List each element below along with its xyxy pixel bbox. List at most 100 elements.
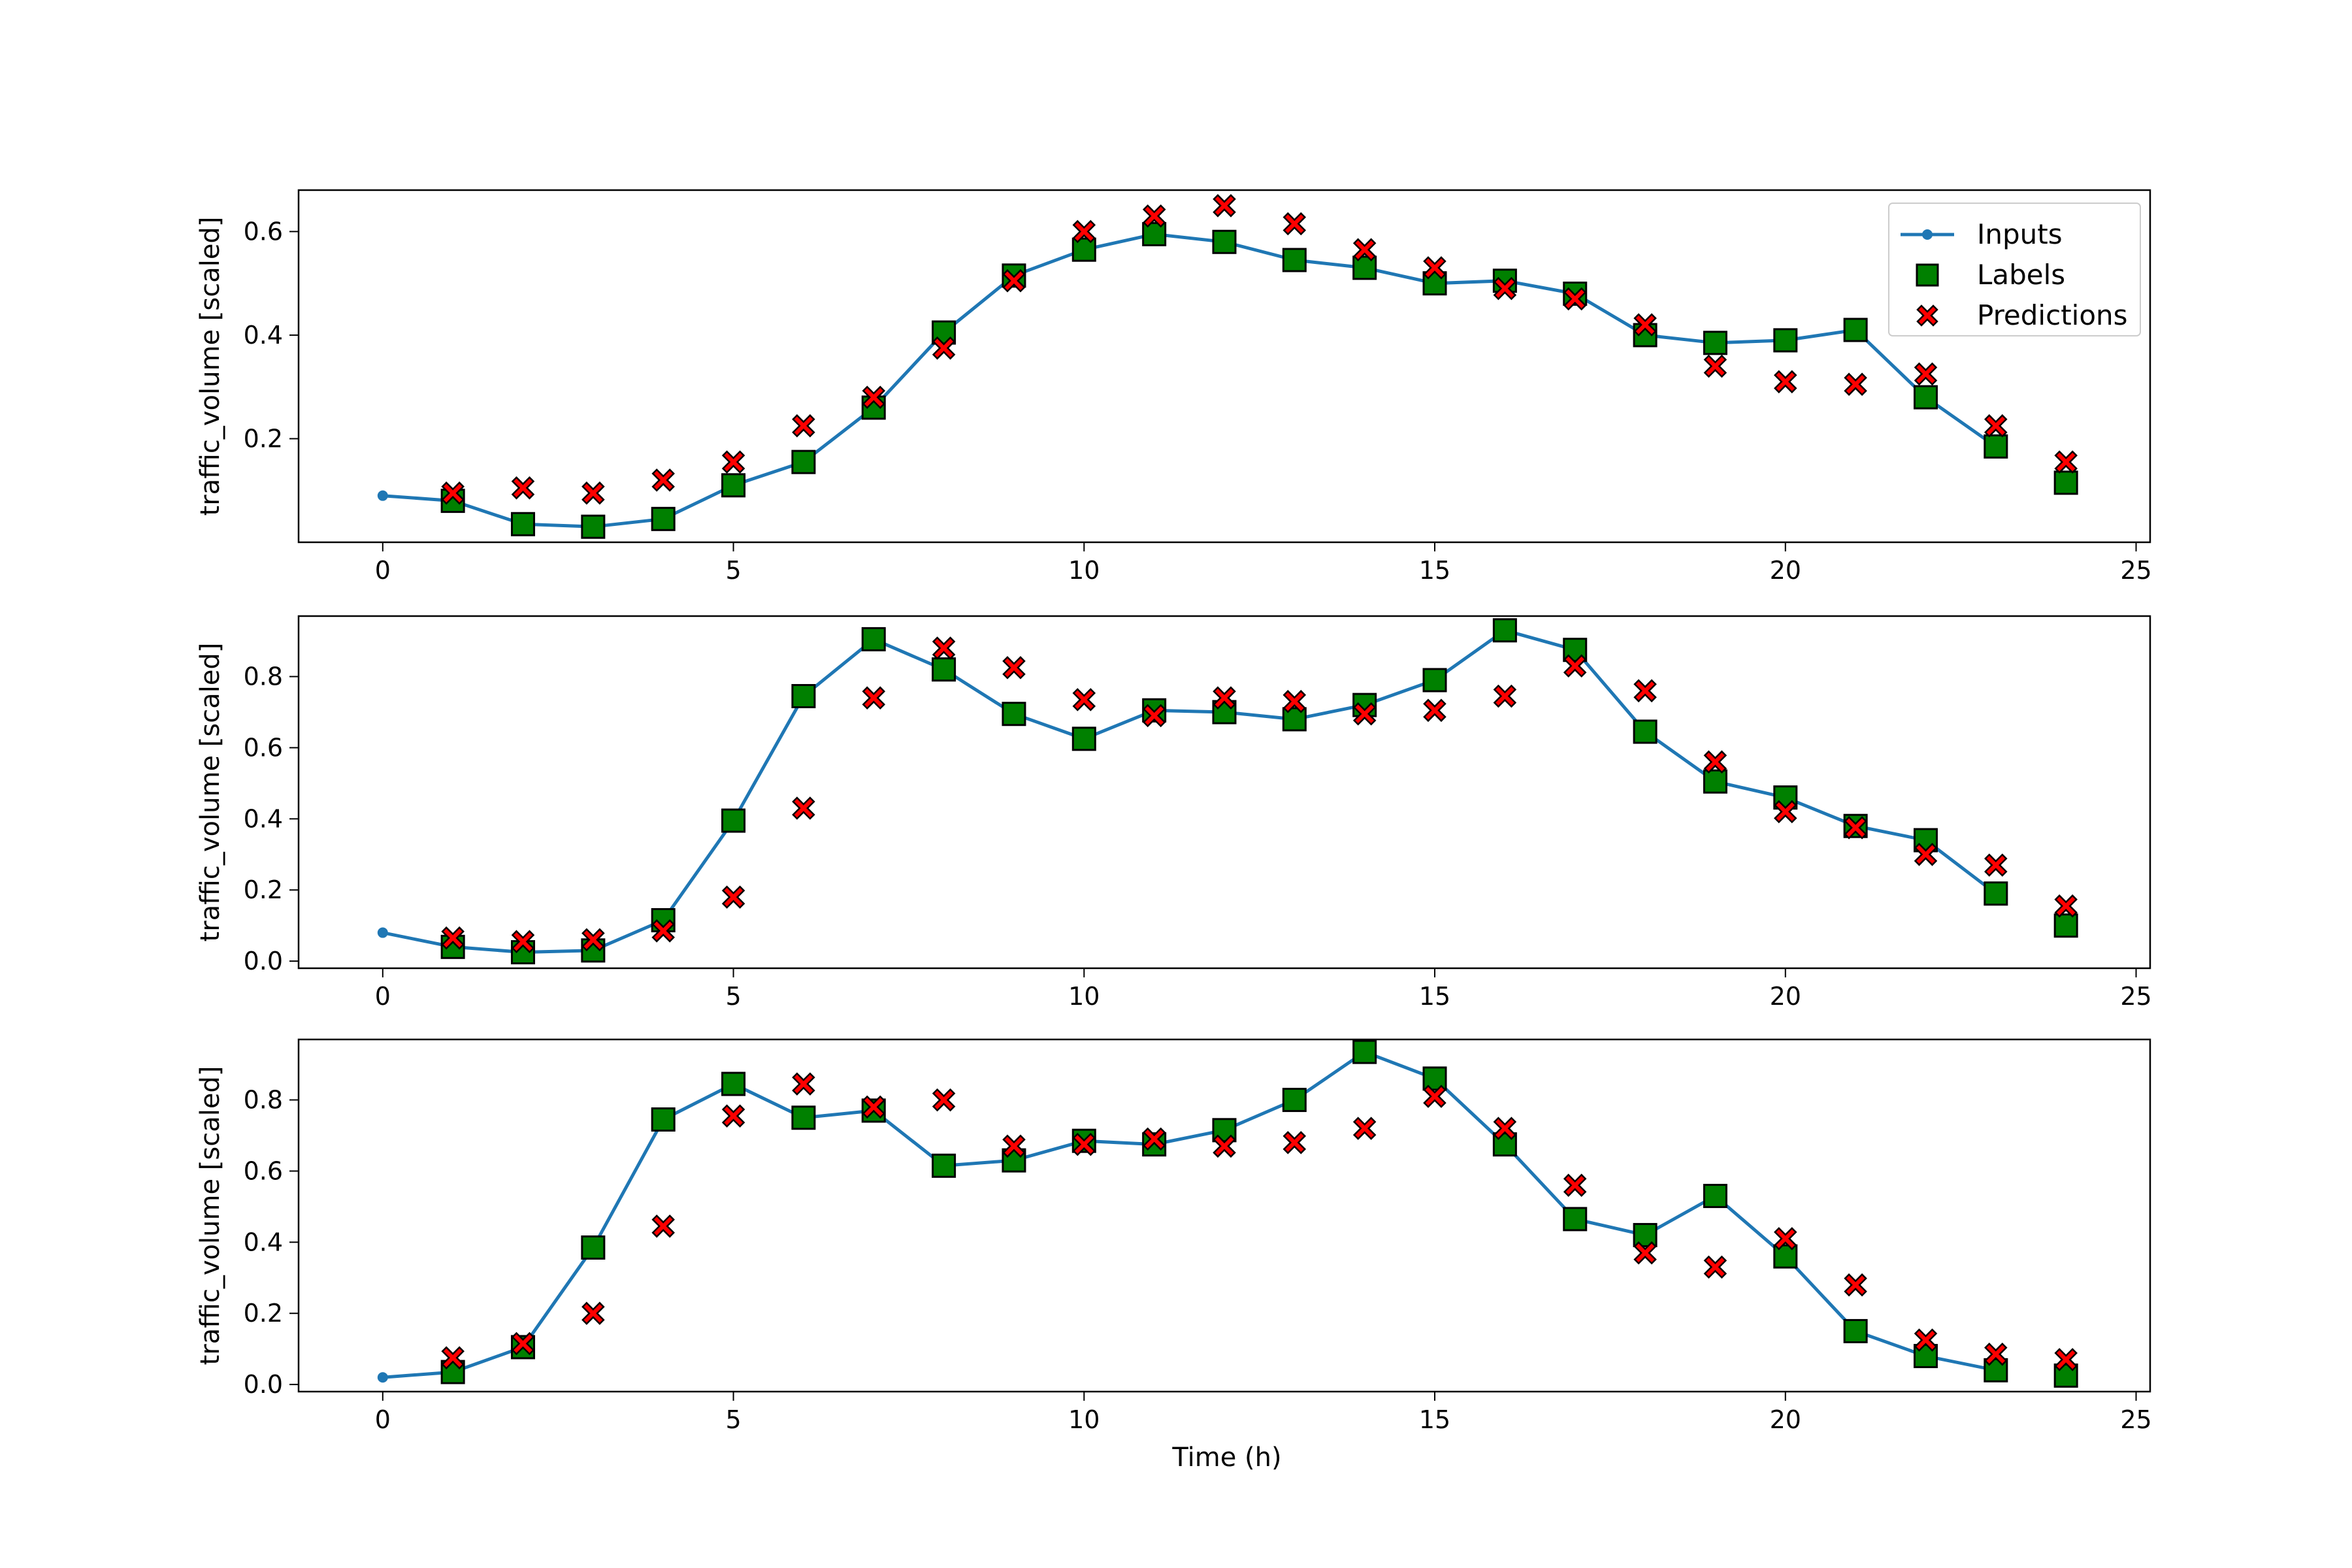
prediction-point — [1072, 1132, 1096, 1156]
prediction-point — [1984, 414, 2008, 438]
label-point — [1422, 668, 1447, 693]
label-point — [932, 1153, 956, 1178]
prediction-point — [1213, 194, 1236, 218]
y-tick-label: 0.2 — [244, 875, 283, 904]
label-point — [1212, 229, 1237, 254]
subplot-2: 0 5 10 15 20 25 0.0 0.2 0.4 0.6 0.8 traffic_volume … — [195, 615, 2152, 1011]
x-tick-label: 10 — [1068, 556, 1100, 585]
y-tick-label: 0.8 — [244, 1086, 283, 1115]
y-tick-label: 0.0 — [244, 947, 283, 975]
x-tick-label: 10 — [1068, 1405, 1100, 1434]
label-point — [861, 627, 886, 651]
prediction-point — [1774, 1227, 1797, 1250]
prediction-point — [1844, 816, 1867, 840]
legend-entry-inputs: Inputs — [1901, 218, 2063, 250]
prediction-point — [1984, 853, 2008, 877]
x-tick-label: 20 — [1770, 556, 1801, 585]
label-point — [791, 449, 816, 474]
label-point — [1843, 1318, 1868, 1343]
y-axis-label: traffic_volume [scaled] — [195, 1066, 225, 1365]
legend: Inputs Labels Predictions — [1888, 203, 2141, 336]
x-tick-label: 0 — [375, 1405, 391, 1434]
legend-label: Labels — [1977, 259, 2065, 291]
label-point — [2053, 913, 2078, 938]
y-tick-label: 0.4 — [244, 321, 283, 350]
x-tick-label: 15 — [1419, 556, 1450, 585]
prediction-point — [1633, 313, 1657, 336]
label-point — [1703, 769, 1727, 794]
prediction-point — [792, 414, 815, 438]
prediction-point — [1002, 269, 1026, 293]
prediction-point — [1984, 1343, 2008, 1366]
plot-frame — [297, 189, 2151, 544]
label-point — [651, 1107, 676, 1132]
series-predictions — [441, 636, 2078, 953]
x-tick-label: 25 — [2120, 982, 2151, 1011]
prediction-point — [1352, 1117, 1377, 1140]
prediction-point — [1563, 287, 1587, 311]
prediction-point — [1774, 370, 1797, 394]
prediction-point — [862, 1095, 886, 1119]
plot-area — [299, 616, 2150, 968]
x-tick-label: 25 — [2120, 1405, 2151, 1434]
prediction-point — [1002, 1134, 1026, 1158]
label-point — [2053, 470, 2078, 495]
label-point — [1633, 719, 1658, 744]
prediction-point — [721, 450, 745, 474]
x-tick-label: 10 — [1068, 982, 1100, 1011]
prediction-point — [1493, 1117, 1517, 1140]
label-point — [581, 514, 606, 539]
prediction-point — [1493, 276, 1517, 301]
prediction-point — [1703, 750, 1727, 774]
prediction-point — [792, 1072, 815, 1096]
label-point — [791, 1105, 816, 1130]
prediction-point — [1493, 684, 1517, 708]
inputs-point — [377, 927, 388, 938]
label-point — [721, 473, 746, 498]
prediction-point — [1703, 1255, 1727, 1279]
prediction-point — [1703, 354, 1727, 378]
label-point — [1773, 328, 1798, 353]
y-tick-label: 0.0 — [244, 1370, 283, 1399]
series-predictions — [441, 194, 2078, 505]
series-labels — [440, 221, 2078, 539]
prediction-point — [1072, 220, 1096, 244]
inputs-point — [377, 1372, 388, 1383]
y-tick-label: 0.6 — [244, 217, 283, 246]
x-axis-label: Time (h) — [1171, 1443, 1281, 1473]
x-tick-label: 0 — [375, 982, 391, 1011]
x-tick-label: 5 — [725, 982, 741, 1011]
label-point — [1282, 248, 1307, 272]
y-tick-label: 0.6 — [244, 733, 283, 762]
label-point — [1913, 385, 1938, 410]
prediction-point — [932, 1088, 956, 1112]
label-point — [1563, 1207, 1588, 1232]
legend-box — [1888, 203, 2141, 336]
prediction-point — [1563, 654, 1587, 678]
label-point — [721, 1071, 746, 1096]
legend-entry-predictions: Predictions — [1916, 299, 2128, 331]
legend-square-icon — [1916, 263, 1939, 287]
y-tick-label: 0.6 — [244, 1156, 283, 1185]
prediction-point — [2054, 1348, 2078, 1371]
label-point — [511, 512, 536, 536]
prediction-point — [1914, 1328, 1938, 1352]
prediction-point — [1282, 1131, 1307, 1154]
prediction-point — [721, 885, 745, 909]
prediction-point — [1352, 238, 1377, 261]
prediction-point — [441, 926, 465, 950]
label-point — [1984, 434, 2008, 459]
prediction-point — [1563, 1173, 1587, 1197]
prediction-point — [581, 481, 605, 505]
prediction-point — [1423, 256, 1446, 280]
legend-dot-icon — [1922, 229, 1933, 240]
plots: 0 5 10 15 20 25 0.2 0.4 0.6 traffic_volume [scale… — [195, 189, 2152, 1434]
prediction-point — [581, 1301, 605, 1325]
plot-area — [299, 1039, 2150, 1392]
prediction-point — [1282, 212, 1307, 236]
y-tick-label: 0.4 — [244, 804, 283, 833]
prediction-point — [862, 385, 886, 409]
x-tick-label: 15 — [1419, 1405, 1450, 1434]
prediction-point — [441, 1346, 465, 1370]
